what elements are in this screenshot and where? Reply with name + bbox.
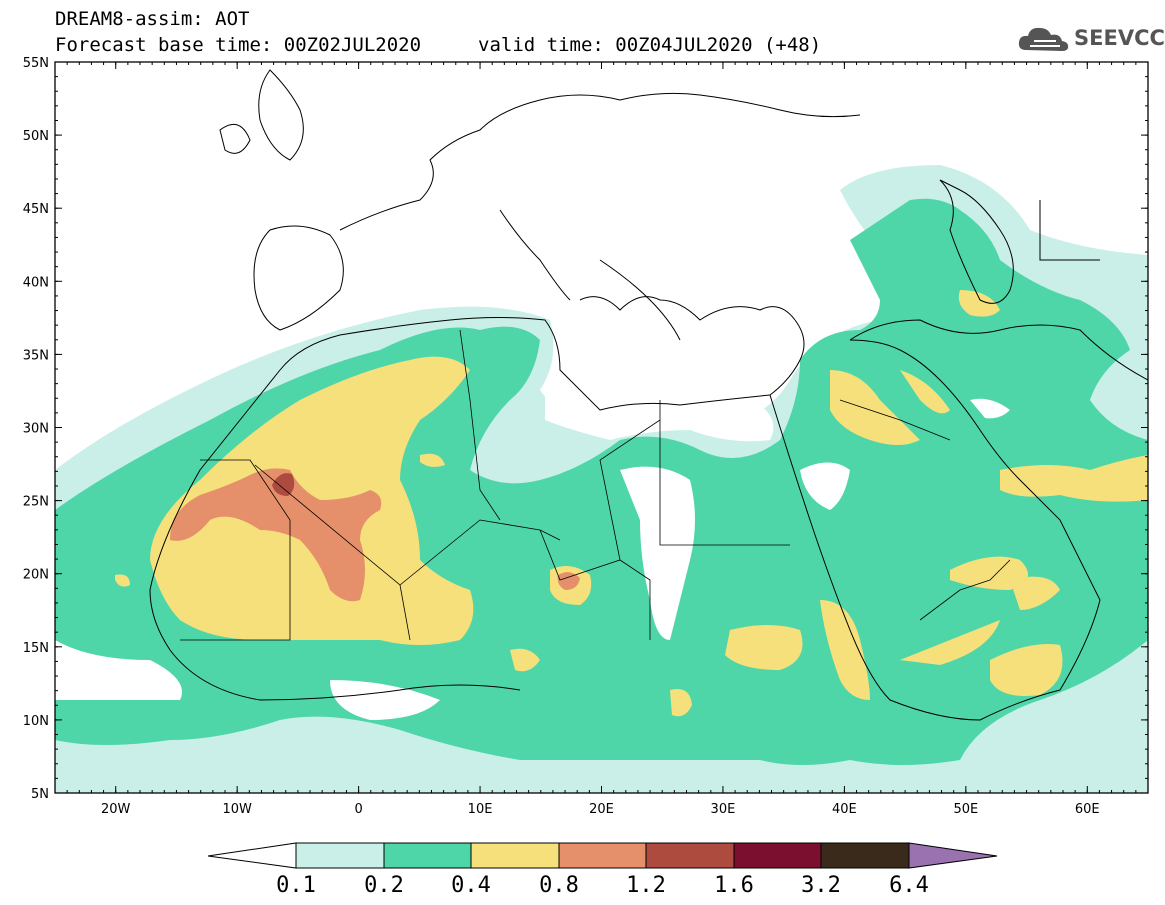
longitude-label: 50E [953, 802, 978, 817]
aot-fields [55, 165, 1148, 793]
longitude-label: 0 [354, 802, 362, 817]
latitude-label: 20N [23, 568, 49, 583]
colorbar-label: 1.6 [714, 873, 754, 898]
longitude-labels: 20W 10W 0 10E 20E 30E 40E 50E 60E [101, 802, 1100, 817]
latitude-label: 30N [23, 422, 49, 437]
forecast-base-time: Forecast base time: 00Z02JUL2020 [55, 34, 422, 56]
colorbar [207, 842, 998, 869]
latitude-label: 55N [23, 56, 49, 71]
colorbar-swatch [645, 842, 735, 869]
colorbar-label: 3.2 [801, 873, 841, 898]
colorbar-labels: 0.1 0.2 0.4 0.8 1.2 1.6 3.2 6.4 [276, 873, 929, 898]
seevccc-logo: SEEVCCC [1016, 22, 1165, 56]
colorbar-label: 1.2 [626, 873, 666, 898]
country-borders [180, 329, 1011, 641]
longitude-label: 40E [832, 802, 857, 817]
colorbar-swatch [295, 842, 385, 869]
longitude-label: 30E [711, 802, 736, 817]
latitude-label: 10N [23, 714, 49, 729]
colorbar-swatch [558, 842, 647, 869]
coastlines [149, 69, 1148, 721]
longitude-label: 20W [101, 802, 131, 817]
colorbar-label: 0.1 [276, 873, 316, 898]
aot-level-0.8 [170, 468, 580, 602]
colorbar-swatch [470, 842, 560, 869]
longitude-label: 10W [222, 802, 252, 817]
latitude-label: 5N [31, 787, 49, 802]
axis-ticks [54, 61, 1149, 794]
colorbar-swatch [733, 842, 822, 869]
longitude-label: 60E [1075, 802, 1100, 817]
map-title: DREAM8-assim: AOT [55, 8, 250, 30]
latitude-label: 25N [23, 495, 49, 510]
colorbar-label: 0.2 [364, 873, 404, 898]
latitude-labels: 55N 50N 45N 40N 35N 30N 25N 20N 15N 10N 5N [23, 56, 49, 802]
colorbar-low-arrow [207, 842, 297, 869]
colorbar-label: 0.8 [539, 873, 579, 898]
cloud-icon [1018, 27, 1069, 51]
longitude-label: 20E [589, 802, 614, 817]
latitude-label: 15N [23, 641, 49, 656]
latitude-label: 35N [23, 348, 49, 363]
colorbar-label: 6.4 [889, 873, 929, 898]
aot-level-1.2 [272, 473, 295, 496]
colorbar-label: 0.4 [451, 873, 491, 898]
longitude-label: 10E [468, 802, 493, 817]
aot-clear-areas [55, 380, 1010, 720]
logo-text: SEEVCCC [1074, 26, 1165, 50]
colorbar-high-arrow [908, 842, 998, 869]
colorbar-swatch [383, 842, 472, 869]
valid-time: valid time: 00Z04JUL2020 (+48) [478, 34, 822, 56]
latitude-label: 50N [23, 129, 49, 144]
latitude-label: 45N [23, 202, 49, 217]
latitude-label: 40N [23, 275, 49, 290]
colorbar-swatch [820, 842, 910, 869]
